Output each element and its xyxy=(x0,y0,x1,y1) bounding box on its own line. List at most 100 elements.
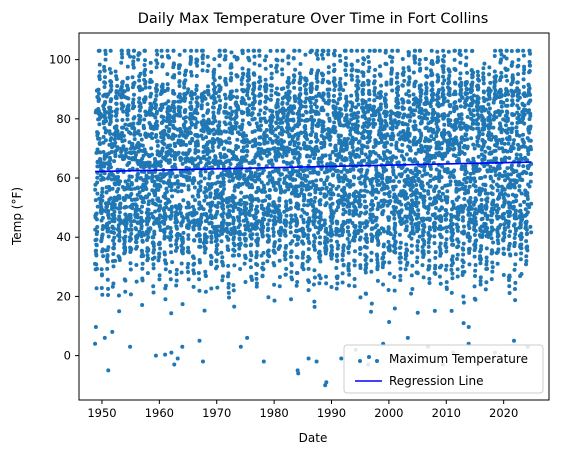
scatter-point xyxy=(367,65,372,70)
scatter-point xyxy=(324,281,329,286)
scatter-point xyxy=(157,251,162,256)
scatter-point xyxy=(504,74,509,79)
scatter-point xyxy=(326,65,331,70)
scatter-point xyxy=(224,129,229,134)
scatter-point xyxy=(382,260,387,265)
scatter-point xyxy=(304,78,309,83)
scatter-point xyxy=(499,52,504,57)
scatter-point xyxy=(467,246,472,251)
scatter-point xyxy=(328,238,333,243)
scatter-point xyxy=(146,256,151,261)
scatter-point xyxy=(232,263,237,268)
scatter-point xyxy=(239,198,244,203)
scatter-point xyxy=(276,146,281,151)
scatter-point xyxy=(366,59,371,64)
scatter-point xyxy=(453,100,458,105)
scatter-point xyxy=(272,250,277,255)
scatter-point xyxy=(190,204,195,209)
scatter-point xyxy=(124,193,129,198)
scatter-point xyxy=(453,135,458,140)
scatter-point xyxy=(302,196,307,201)
scatter-point xyxy=(272,263,277,268)
scatter-point xyxy=(229,62,234,67)
scatter-point xyxy=(129,174,134,179)
scatter-point xyxy=(150,198,155,203)
scatter-point xyxy=(134,279,139,284)
scatter-point xyxy=(168,269,173,274)
scatter-point xyxy=(142,117,147,122)
scatter-point xyxy=(369,179,374,184)
scatter-point xyxy=(304,96,309,101)
scatter-point xyxy=(150,174,155,179)
scatter-point xyxy=(416,208,421,213)
scatter-point xyxy=(507,290,512,295)
scatter-point xyxy=(440,81,445,86)
scatter-point xyxy=(284,243,289,248)
scatter-point xyxy=(471,118,476,123)
scatter-point xyxy=(303,100,308,105)
scatter-point xyxy=(211,148,216,153)
scatter-point xyxy=(97,77,102,82)
scatter-point xyxy=(124,226,129,231)
scatter-point xyxy=(433,263,438,268)
scatter-point xyxy=(151,215,156,220)
scatter-point xyxy=(158,164,163,169)
scatter-point xyxy=(370,184,375,189)
scatter-point xyxy=(421,248,426,253)
scatter-point xyxy=(158,228,163,233)
scatter-point xyxy=(142,62,147,67)
scatter-point xyxy=(332,62,337,67)
scatter-point xyxy=(211,81,216,86)
scatter-point xyxy=(235,137,240,142)
scatter-point xyxy=(398,278,403,283)
scatter-point xyxy=(137,51,142,56)
scatter-point xyxy=(118,221,123,226)
scatter-point xyxy=(459,80,464,85)
scatter-point xyxy=(164,205,169,210)
scatter-point xyxy=(259,180,264,185)
scatter-point xyxy=(201,53,206,58)
scatter-point xyxy=(134,204,139,209)
scatter-point xyxy=(292,74,297,79)
scatter-point xyxy=(493,88,498,93)
scatter-point xyxy=(367,138,372,143)
scatter-point xyxy=(324,226,329,231)
scatter-point xyxy=(395,71,400,76)
scatter-point xyxy=(254,281,259,286)
scatter-point xyxy=(384,82,389,87)
scatter-point xyxy=(350,101,355,106)
scatter-point xyxy=(460,215,465,220)
scatter-point xyxy=(246,67,251,72)
scatter-point xyxy=(330,252,335,257)
scatter-point xyxy=(421,251,426,256)
scatter-point xyxy=(137,108,142,113)
scatter-point xyxy=(226,281,231,286)
scatter-point xyxy=(100,198,105,203)
scatter-point xyxy=(257,53,262,58)
scatter-point xyxy=(393,230,398,235)
scatter-point xyxy=(466,158,471,163)
scatter-point xyxy=(239,190,244,195)
scatter-point xyxy=(111,252,116,257)
scatter-point xyxy=(287,89,292,94)
scatter-point xyxy=(177,71,182,76)
scatter-point xyxy=(362,178,367,183)
chart-title: Daily Max Temperature Over Time in Fort … xyxy=(138,11,489,27)
scatter-point xyxy=(467,184,472,189)
scatter-point xyxy=(217,104,222,109)
scatter-point xyxy=(154,82,159,87)
scatter-point xyxy=(263,99,268,104)
scatter-point xyxy=(99,204,104,209)
scatter-point xyxy=(455,252,460,257)
scatter-point xyxy=(202,145,207,150)
scatter-point xyxy=(322,218,327,223)
scatter-point xyxy=(409,243,414,248)
scatter-point xyxy=(119,48,124,53)
scatter-point xyxy=(120,79,125,84)
scatter-point xyxy=(171,62,176,67)
scatter-point xyxy=(486,102,491,107)
scatter-point xyxy=(240,66,245,71)
scatter-point xyxy=(229,75,234,80)
scatter-point xyxy=(484,262,489,267)
scatter-point xyxy=(152,255,157,260)
